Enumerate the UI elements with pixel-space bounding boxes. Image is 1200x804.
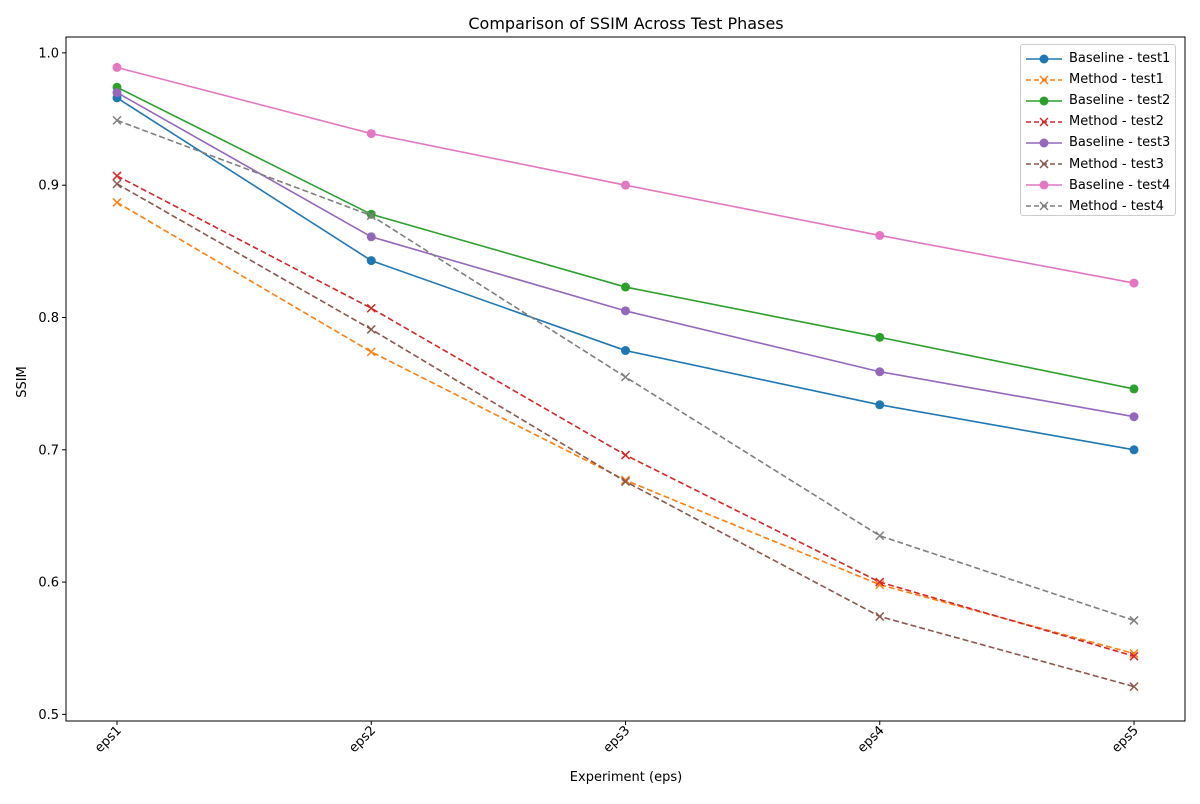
data-point bbox=[112, 197, 122, 207]
series-2 bbox=[112, 197, 1139, 659]
legend-entry: Method - test2 bbox=[1021, 111, 1175, 132]
series-8 bbox=[112, 115, 1139, 625]
chart-title: Comparison of SSIM Across Test Phases bbox=[468, 14, 783, 33]
data-point bbox=[875, 611, 885, 622]
legend-label: Baseline - test1 bbox=[1069, 51, 1171, 67]
data-point bbox=[112, 179, 122, 189]
data-point bbox=[366, 256, 376, 266]
series-line bbox=[116, 66, 1135, 284]
data-point bbox=[1129, 278, 1139, 288]
data-point bbox=[112, 62, 122, 72]
legend-entry: Method - test1 bbox=[1021, 69, 1175, 90]
y-tick-label: 0.5 bbox=[38, 708, 59, 723]
legend-label: Method - test2 bbox=[1069, 114, 1164, 130]
data-point bbox=[621, 180, 630, 190]
data-point bbox=[366, 211, 376, 221]
series-7 bbox=[112, 62, 1139, 288]
legend-label: Method - test4 bbox=[1069, 198, 1164, 214]
data-point bbox=[875, 332, 885, 342]
legend-swatch bbox=[1026, 138, 1062, 148]
legend-entry: Method - test4 bbox=[1021, 196, 1175, 217]
series-line bbox=[116, 183, 1135, 688]
data-point bbox=[112, 115, 122, 125]
y-axis-label: SSIM bbox=[15, 366, 30, 398]
data-point bbox=[1129, 412, 1139, 422]
data-point bbox=[1129, 615, 1139, 625]
data-point bbox=[875, 531, 885, 541]
plot-frame bbox=[65, 36, 1186, 722]
series-line bbox=[116, 97, 1135, 451]
legend-swatch bbox=[1026, 201, 1062, 211]
legend-swatch bbox=[1026, 117, 1062, 127]
series-line bbox=[116, 201, 1135, 655]
data-point bbox=[1129, 682, 1139, 692]
data-point bbox=[366, 129, 376, 139]
legend-label: Baseline - test3 bbox=[1069, 135, 1171, 151]
data-point bbox=[875, 577, 885, 587]
legend-label: Baseline - test4 bbox=[1069, 177, 1171, 193]
x-axis-label: Experiment (eps) bbox=[570, 770, 682, 785]
y-tick-label: 0.7 bbox=[38, 443, 59, 458]
data-point bbox=[366, 347, 376, 357]
series-6 bbox=[112, 179, 1139, 692]
data-point bbox=[620, 372, 631, 382]
series-4 bbox=[112, 171, 1139, 661]
series-5 bbox=[112, 88, 1139, 422]
data-point bbox=[621, 306, 630, 316]
series-line bbox=[116, 86, 1135, 390]
legend-label: Method - test3 bbox=[1069, 156, 1164, 172]
x-tick-label: eps5 bbox=[1109, 723, 1142, 756]
data-point bbox=[620, 475, 631, 485]
legend-swatch bbox=[1026, 54, 1062, 64]
legend-swatch bbox=[1026, 159, 1062, 169]
legend-swatch bbox=[1026, 180, 1062, 190]
x-tick-label: eps1 bbox=[92, 723, 125, 756]
data-point bbox=[875, 400, 885, 410]
legend-entry: Baseline - test2 bbox=[1021, 90, 1175, 111]
data-point bbox=[366, 232, 376, 242]
plot-area: 0.5 0.6 0.7 0.8 0.9 1.0 eps1 eps2 eps3 eps4 eps5 bbox=[38, 36, 1186, 756]
data-point bbox=[621, 346, 630, 356]
x-tick-label: eps2 bbox=[346, 723, 379, 756]
x-tick-label: eps3 bbox=[601, 723, 634, 756]
data-point bbox=[366, 324, 376, 334]
x-tick-label: eps4 bbox=[855, 723, 888, 756]
data-point bbox=[112, 88, 122, 98]
legend-entry: Baseline - test3 bbox=[1021, 132, 1175, 153]
legend-label: Method - test1 bbox=[1069, 72, 1164, 88]
y-tick-label: 1.0 bbox=[38, 46, 59, 61]
legend-entry: Baseline - test4 bbox=[1021, 175, 1175, 196]
data-point bbox=[875, 230, 885, 240]
y-tick-label: 0.6 bbox=[38, 576, 59, 591]
data-point bbox=[1129, 445, 1139, 455]
data-point bbox=[875, 367, 885, 377]
series-line bbox=[116, 175, 1135, 657]
data-point bbox=[621, 282, 630, 292]
data-point bbox=[112, 171, 122, 181]
y-tick-label: 0.8 bbox=[38, 311, 59, 326]
data-point bbox=[620, 477, 631, 487]
data-point bbox=[620, 450, 631, 460]
data-point bbox=[1129, 384, 1139, 394]
data-point bbox=[366, 303, 376, 313]
legend-swatch bbox=[1026, 75, 1062, 85]
y-tick-label: 0.9 bbox=[38, 179, 59, 194]
legend-label: Baseline - test2 bbox=[1069, 93, 1171, 109]
legend: Baseline - test1 Method - test1 Baseline -… bbox=[1020, 44, 1176, 216]
legend-swatch bbox=[1026, 96, 1062, 106]
legend-entry: Method - test3 bbox=[1021, 153, 1175, 174]
legend-entry: Baseline - test1 bbox=[1021, 48, 1175, 69]
series-1 bbox=[112, 93, 1139, 455]
data-point bbox=[1129, 651, 1139, 661]
